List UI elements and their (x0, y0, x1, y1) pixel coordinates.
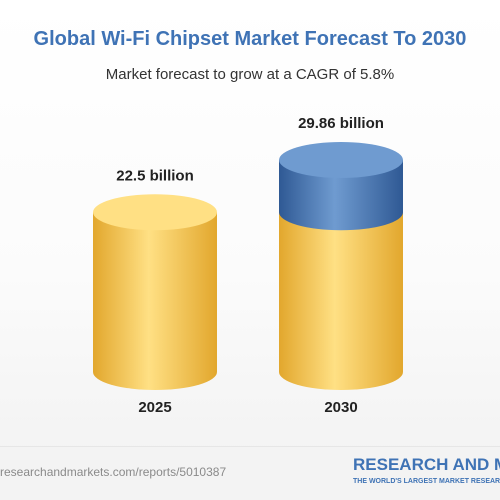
cylinder-chart: 22.5 billion 2025 29.86 billion 2030 (93, 115, 403, 416)
category-label: 2025 (138, 399, 171, 416)
value-label: 29.86 billion (298, 115, 384, 132)
bar-base-top (93, 194, 217, 231)
source-url: researchandmarkets.com/reports/5010387 (0, 465, 227, 479)
bar-growth-top (279, 142, 403, 178)
chart-title: Global Wi-Fi Chipset Market Forecast To … (33, 28, 467, 50)
brand-tagline: THE WORLD'S LARGEST MARKET RESEARCH STOR… (353, 478, 500, 485)
bar-base-body (93, 212, 217, 390)
labels-layer: 22.5 billion 2025 29.86 billion 2030 (116, 115, 384, 416)
bars-layer (93, 142, 403, 390)
bar-2025 (93, 194, 217, 390)
value-label: 22.5 billion (116, 167, 194, 184)
category-label: 2030 (324, 399, 357, 416)
bar-base-body (279, 212, 403, 390)
footer: researchandmarkets.com/reports/5010387 R… (0, 446, 500, 500)
brand-logo: RESEARCH AND MARKETS (353, 455, 500, 474)
bar-2030 (279, 142, 403, 390)
bar-growth-body (279, 160, 403, 231)
chart-subtitle: Market forecast to grow at a CAGR of 5.8… (105, 66, 395, 83)
